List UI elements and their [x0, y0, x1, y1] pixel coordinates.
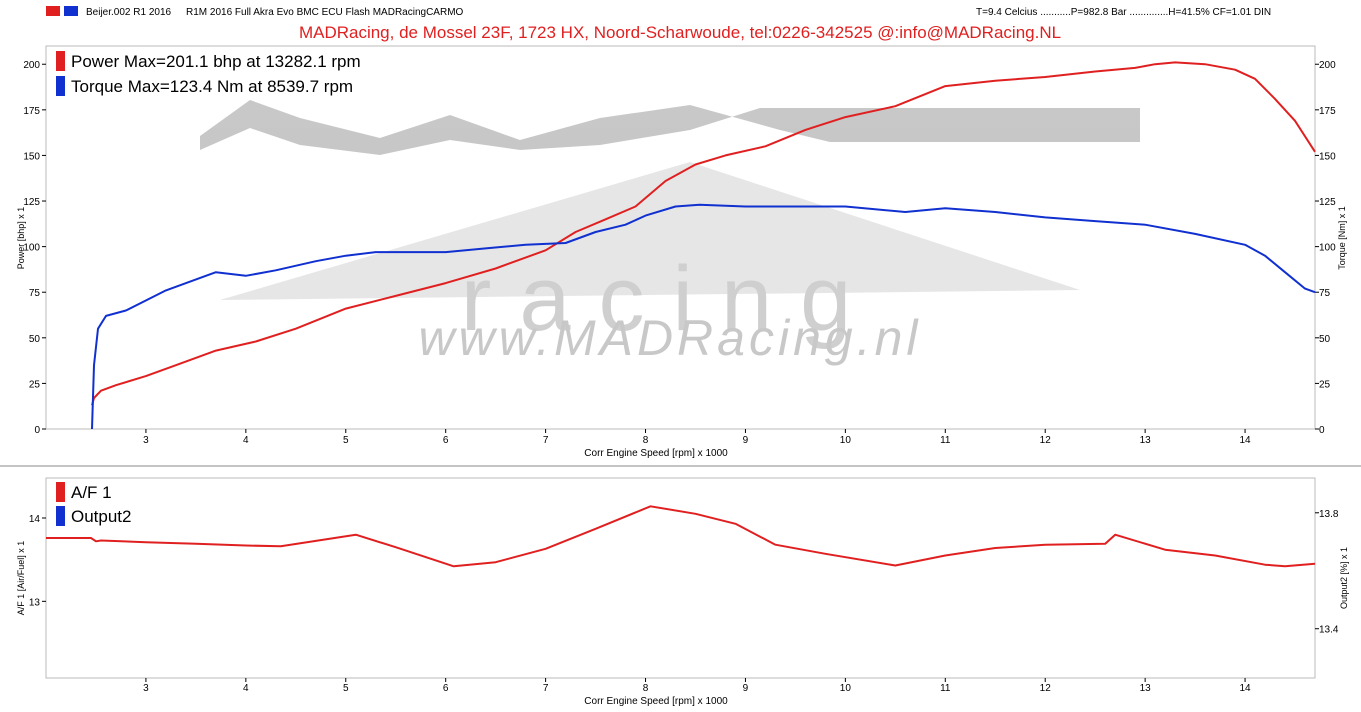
torque-y-tick-label: 125	[1319, 197, 1336, 208]
torque-y-tick-label: 175	[1319, 106, 1336, 117]
power-y-axis-title: Power [bhp] x 1	[16, 207, 26, 270]
power-x-tick-label: 8	[643, 435, 649, 446]
watermark-logo-text: racing	[461, 248, 880, 350]
afr-x-tick-label: 8	[643, 683, 649, 694]
power-y-tick-label: 150	[23, 151, 40, 162]
watermark-logo-m	[200, 100, 1140, 155]
afr-x-tick-label: 3	[143, 683, 149, 694]
company-banner: MADRacing, de Mossel 23F, 1723 HX, Noord…	[299, 23, 1061, 42]
afr-plot-axes: 3 4 5 6 7 8 9 10 11 12 13 14 13 14 13.4 13.8	[29, 509, 1339, 694]
torque-y-tick-label: 50	[1319, 334, 1331, 345]
power-x-tick-label: 12	[1040, 435, 1052, 446]
power-y-tick-label: 0	[34, 425, 40, 436]
afr-x-tick-label: 12	[1040, 683, 1052, 694]
power-plot-frame	[45, 45, 1316, 430]
power-y-tick-label: 175	[23, 106, 40, 117]
afr-x-tick-label: 14	[1239, 683, 1251, 694]
power-y-tick-label: 25	[29, 379, 41, 390]
output2-y-tick-label: 13.4	[1319, 625, 1339, 636]
afr-plot-frame	[45, 477, 1316, 679]
afr-x-tick-label: 5	[343, 683, 349, 694]
torque-y-tick-label: 25	[1319, 379, 1331, 390]
power-y-tick-label: 50	[29, 334, 41, 345]
power-x-tick-label: 5	[343, 435, 349, 446]
torque-legend-swatch	[56, 76, 65, 96]
power-y-tick-label: 125	[23, 197, 40, 208]
power-y-tick-label: 75	[29, 288, 41, 299]
torque-y-tick-label: 100	[1319, 243, 1336, 254]
power-plot-series	[91, 61, 1316, 430]
power-x-tick-label: 4	[243, 435, 249, 446]
power-legend-text: Power Max=201.1 bhp at 13282.1 rpm	[71, 52, 361, 71]
afr-x-axis-title: Corr Engine Speed [rpm] x 1000	[584, 696, 728, 707]
afr-curve	[46, 505, 1316, 568]
run-name: Beijer.002 R1 2016	[86, 7, 172, 18]
power-x-tick-label: 6	[443, 435, 449, 446]
afr-x-tick-label: 13	[1140, 683, 1152, 694]
power-legend-swatch	[56, 51, 65, 71]
power-x-axis-title: Corr Engine Speed [rpm] x 1000	[584, 448, 728, 459]
watermark: racing www.MADRacing.nl	[200, 100, 1140, 366]
torque-legend-text: Torque Max=123.4 Nm at 8539.7 rpm	[71, 77, 353, 96]
output2-y-tick-label: 13.8	[1319, 509, 1339, 520]
legend-swatch-blue	[64, 6, 78, 16]
power-y-tick-label: 200	[23, 60, 40, 71]
power-plot-axes: 3 4 5 6 7 8 9 10 11 12 13 14 0 0 25 25 50 50 75 75 100 100 125…	[23, 60, 1336, 446]
torque-y-axis-title: Torque [Nm] x 1	[1337, 206, 1347, 270]
afr-y-axis-title: A/F 1 [Air/Fuel] x 1	[16, 541, 26, 616]
afr-x-tick-label: 7	[543, 683, 549, 694]
power-x-tick-label: 7	[543, 435, 549, 446]
afr-y-tick-label: 14	[29, 514, 41, 525]
power-x-tick-label: 3	[143, 435, 149, 446]
output2-legend-swatch	[56, 506, 65, 526]
afr-y-tick-label: 13	[29, 597, 41, 608]
afr-x-tick-label: 10	[840, 683, 852, 694]
legend-swatch-red	[46, 6, 60, 16]
afr-plot-series	[46, 505, 1316, 568]
torque-y-tick-label: 200	[1319, 60, 1336, 71]
afr-x-tick-label: 4	[243, 683, 249, 694]
torque-curve	[91, 203, 1316, 430]
power-x-tick-label: 13	[1140, 435, 1152, 446]
afr-legend-swatch	[56, 482, 65, 502]
power-curve	[91, 61, 1316, 406]
power-x-tick-label: 11	[940, 435, 951, 446]
afr-x-tick-label: 11	[940, 683, 951, 694]
output2-y-axis-title: Output2 [%] x 1	[1339, 547, 1349, 609]
bike-info: R1M 2016 Full Akra Evo BMC ECU Flash MAD…	[186, 7, 464, 18]
afr-legend-text: A/F 1	[71, 483, 112, 502]
power-x-tick-label: 14	[1239, 435, 1251, 446]
power-x-tick-label: 10	[840, 435, 852, 446]
afr-x-tick-label: 9	[743, 683, 749, 694]
watermark-url: www.MADRacing.nl	[418, 310, 921, 366]
watermark-logo-triangle	[220, 162, 1080, 300]
afr-x-tick-label: 6	[443, 683, 449, 694]
power-y-tick-label: 100	[23, 243, 40, 254]
torque-y-tick-label: 0	[1319, 425, 1325, 436]
output2-legend-text: Output2	[71, 507, 132, 526]
ambient-conditions: T=9.4 Celcius ...........P=982.8 Bar ...…	[976, 7, 1271, 18]
torque-y-tick-label: 75	[1319, 288, 1331, 299]
power-x-tick-label: 9	[743, 435, 749, 446]
torque-y-tick-label: 150	[1319, 151, 1336, 162]
